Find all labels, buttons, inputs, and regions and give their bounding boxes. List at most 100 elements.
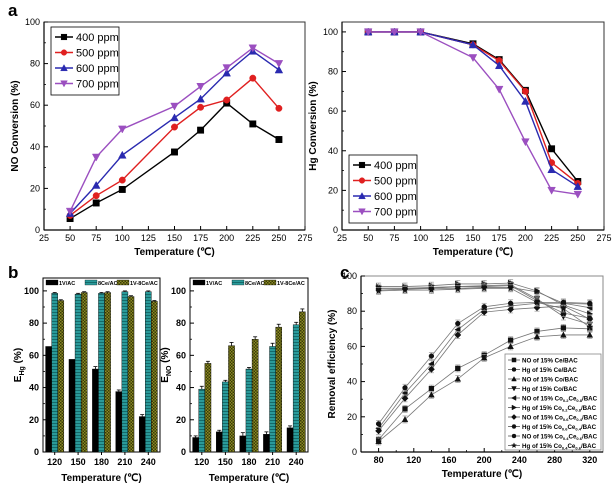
data-point bbox=[521, 96, 530, 105]
data-point bbox=[402, 406, 408, 412]
chart-a-right: 0 20 40 60 80 100 Hg Conversion (%) Temperature… bbox=[308, 21, 612, 258]
x-tick-label: 240 bbox=[512, 455, 527, 465]
x-tick-label: 150 bbox=[71, 457, 86, 467]
data-point bbox=[480, 354, 488, 361]
data-point bbox=[274, 60, 284, 68]
y-tick-label: 80 bbox=[29, 318, 39, 328]
bar-8ce-ac bbox=[245, 368, 253, 453]
legend-label: Hg of 15% Ce/BAC bbox=[522, 367, 577, 374]
data-point bbox=[560, 331, 567, 338]
bar-1v-8ce-ac bbox=[204, 363, 212, 453]
legend: 1V/AC 8Ce/AC 1V-8Ce/AC bbox=[192, 279, 305, 287]
y-tick-label: 60 bbox=[347, 341, 357, 351]
bar-1v-8ce-ac bbox=[251, 339, 259, 453]
data-point bbox=[507, 305, 515, 313]
y-axis-label: EHg (%) bbox=[13, 348, 26, 382]
data-point bbox=[401, 416, 409, 423]
legend-text: Hg of 15% Co bbox=[522, 443, 562, 450]
legend-text: NO of 15% Co bbox=[522, 433, 563, 440]
legend-label: 8Ce/AC bbox=[98, 281, 118, 287]
legend-text: /BAC bbox=[581, 443, 597, 450]
x-tick-label: 200 bbox=[518, 233, 533, 243]
data-point bbox=[586, 315, 593, 321]
data-point bbox=[401, 286, 409, 294]
series-500 ppm bbox=[66, 74, 283, 219]
y-tick-label: 100 bbox=[342, 271, 357, 281]
legend-label: 1V/AC bbox=[59, 281, 75, 287]
legend-label: 8Ce/AC bbox=[245, 281, 265, 287]
data-point bbox=[171, 123, 178, 131]
legend-subscript: 0.4 bbox=[563, 436, 569, 441]
bar-1v-ac bbox=[138, 416, 146, 453]
legend-marker bbox=[511, 395, 517, 401]
legend-subscript: 0.8 bbox=[575, 407, 581, 412]
legend-swatch bbox=[231, 279, 245, 286]
y-label-suffix: (%) bbox=[160, 347, 171, 365]
x-tick-label: 100 bbox=[413, 233, 428, 243]
data-point bbox=[455, 365, 461, 372]
series-NO of 15% Co/BAC bbox=[375, 331, 594, 446]
series-line bbox=[69, 47, 280, 212]
y-tick-label: 60 bbox=[328, 106, 338, 116]
legend-box bbox=[504, 353, 602, 451]
x-tick-label: 225 bbox=[245, 233, 260, 243]
y-tick-label: 80 bbox=[347, 306, 357, 316]
x-tick-label: 120 bbox=[194, 457, 209, 467]
data-point bbox=[92, 192, 100, 200]
panel-label: c bbox=[340, 263, 349, 282]
bar-8ce-ac bbox=[222, 381, 229, 453]
legend-label: NO of 15% Ce/BAC bbox=[522, 357, 578, 364]
data-point bbox=[196, 83, 205, 91]
data-point bbox=[559, 304, 568, 312]
x-tick-label: 120 bbox=[406, 455, 421, 465]
x-tick-label: 210 bbox=[265, 457, 280, 467]
data-point bbox=[547, 186, 556, 195]
y-tick-label: 20 bbox=[347, 412, 357, 422]
data-point bbox=[506, 284, 515, 292]
panel-label: b bbox=[8, 263, 18, 282]
chart-b-right: 0 20 40 60 80 100 ENO (%) Temperature (℃)120 150… bbox=[160, 277, 309, 484]
legend-text: Hg of 15% Ce/BAC bbox=[522, 367, 577, 374]
y-tick-label: 60 bbox=[30, 100, 40, 110]
y-tick-label: 40 bbox=[328, 146, 338, 156]
bar-1v-8ce-ac bbox=[57, 300, 65, 453]
data-point bbox=[586, 331, 594, 338]
legend-label: Hg of 15% Co/BAC bbox=[522, 386, 578, 393]
chart-a-left: a 0 20 40 60 80 100 NO Conversion (%) Temperatur… bbox=[8, 1, 313, 258]
data-point bbox=[170, 113, 179, 122]
x-tick-label: 125 bbox=[439, 233, 454, 243]
legend-label: 400 ppm bbox=[76, 32, 119, 44]
x-tick-label: 320 bbox=[582, 455, 597, 465]
y-tick-label: 20 bbox=[30, 183, 40, 193]
data-point bbox=[428, 385, 435, 392]
x-tick-label: 180 bbox=[94, 457, 109, 467]
y-tick-label: 0 bbox=[34, 447, 39, 457]
x-axis-label: Temperature (℃) bbox=[134, 247, 215, 258]
data-point bbox=[507, 300, 514, 306]
data-point bbox=[521, 138, 530, 147]
legend-text: Ce bbox=[568, 414, 576, 421]
legend-marker bbox=[358, 177, 366, 184]
y-tick-label: 100 bbox=[25, 17, 40, 27]
legend-marker bbox=[358, 192, 366, 200]
data-point bbox=[170, 102, 179, 111]
data-point bbox=[223, 96, 231, 104]
legend-text: /BAC bbox=[582, 414, 598, 421]
data-point bbox=[65, 207, 75, 216]
data-point bbox=[507, 342, 514, 350]
data-point bbox=[375, 438, 382, 445]
data-point bbox=[468, 54, 478, 63]
y-tick-label: 0 bbox=[35, 225, 40, 235]
legend-label: 1V-8Ce/AC bbox=[130, 281, 158, 287]
x-tick-label: 50 bbox=[363, 233, 373, 243]
x-tick-label: 240 bbox=[141, 457, 156, 467]
data-point bbox=[480, 284, 488, 292]
legend-swatch bbox=[45, 279, 59, 286]
y-tick-label: 80 bbox=[176, 318, 186, 328]
series-700 ppm bbox=[363, 28, 583, 199]
data-point bbox=[534, 287, 541, 295]
legend-subscript: 0.2 bbox=[563, 398, 569, 403]
x-tick-label: 25 bbox=[337, 233, 347, 243]
x-tick-label: 210 bbox=[117, 457, 132, 467]
